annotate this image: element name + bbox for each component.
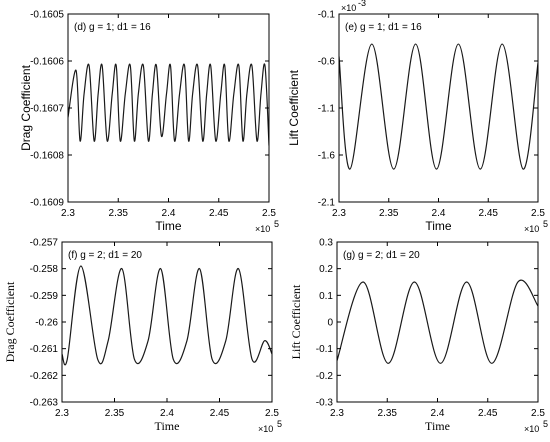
series-line xyxy=(339,43,538,170)
y-axis-label: Drag Coefficient xyxy=(19,64,33,150)
x-exponent-power: 5 xyxy=(277,419,282,429)
y-axis-label: Drag Coefficient xyxy=(3,281,17,362)
panel-e: 2.3 2.35 2.4 2.45 2.5 -0.1 -0.6 -1.1 -1.6 -2.1 Tim… xyxy=(287,0,548,234)
y-tick-label: 0.2 xyxy=(319,264,333,275)
x-tick-label: 2.4 xyxy=(160,408,174,419)
x-exponent-base: ×10 xyxy=(524,224,539,234)
x-tick-label: 2.4 xyxy=(162,208,176,219)
y-tick-label: -0.259 xyxy=(30,291,59,302)
panel-annotation: (e) g = 1; d1 = 16 xyxy=(345,22,422,33)
x-tick-label: 2.3 xyxy=(332,208,346,219)
y-tick-label: -2.1 xyxy=(318,198,336,209)
axes-box xyxy=(67,13,270,203)
axes-box xyxy=(336,241,539,403)
x-tick-label: 2.35 xyxy=(379,208,399,219)
y-tick-label: -0.1606 xyxy=(30,57,64,68)
x-tick-label: 2.5 xyxy=(531,208,545,219)
x-tick-label: 2.45 xyxy=(478,408,498,419)
y-tick-label: -0.258 xyxy=(30,264,59,275)
x-tick-label: 2.5 xyxy=(531,408,545,419)
y-tick-label: 0.1 xyxy=(319,291,333,302)
x-tick-label: 2.45 xyxy=(479,208,499,219)
x-tick-label: 2.3 xyxy=(61,208,75,219)
axes-box xyxy=(61,241,273,403)
x-tick-label: 2.35 xyxy=(378,408,398,419)
panel-d: 2.3 2.35 2.4 2.45 2.5 -0.1605 -0.1606 -0.1607 -0… xyxy=(19,10,279,235)
panel-f: 2.3 2.35 2.4 2.45 2.5 -0.257 -0.258 -0.259 -0.26… xyxy=(3,238,282,435)
x-exponent-base: ×10 xyxy=(255,224,270,234)
y-tick-label: -0.26 xyxy=(35,318,58,329)
y-tick-label: 0 xyxy=(327,318,333,329)
y-tick-label: -0.1609 xyxy=(30,198,64,209)
y-tick-label: 0.3 xyxy=(319,238,333,249)
x-tick-label: 2.4 xyxy=(431,408,445,419)
x-exponent-power: 5 xyxy=(274,219,279,229)
x-axis-label: Time xyxy=(155,219,182,233)
x-tick-label: 2.45 xyxy=(210,408,230,419)
x-exponent-power: 5 xyxy=(543,219,548,229)
y-tick-label: -0.1608 xyxy=(30,151,64,162)
y-tick-label: -0.1 xyxy=(318,10,336,21)
panel-annotation: (f) g = 2; d1 = 20 xyxy=(68,250,142,261)
panel-g: 2.3 2.35 2.4 2.45 2.5 0.3 0.2 0.1 0 -0.1 -0.2 -0.3 T… xyxy=(289,238,548,435)
x-axis-label: Time xyxy=(425,219,452,233)
y-exponent-base: ×10 xyxy=(341,3,356,13)
x-exponent-power: 5 xyxy=(543,419,548,429)
y-tick-label: -0.1 xyxy=(316,344,334,355)
x-tick-label: 2.3 xyxy=(330,408,344,419)
x-exponent-base: ×10 xyxy=(524,424,539,434)
x-tick-label: 2.45 xyxy=(209,208,229,219)
y-axis-label: Lift Coefficient xyxy=(287,69,301,145)
y-tick-label: -0.1607 xyxy=(30,104,64,115)
x-tick-label: 2.5 xyxy=(265,408,279,419)
y-tick-label: -0.6 xyxy=(318,57,336,68)
y-tick-label: -0.263 xyxy=(30,398,59,409)
y-tick-label: -0.2 xyxy=(316,371,334,382)
x-tick-label: 2.35 xyxy=(105,408,125,419)
x-tick-label: 2.5 xyxy=(262,208,276,219)
y-tick-label: -1.1 xyxy=(318,104,336,115)
y-tick-label: -0.261 xyxy=(30,344,59,355)
x-axis-label: Time xyxy=(425,419,450,433)
y-tick-label: -0.1605 xyxy=(30,10,64,21)
series-line xyxy=(68,63,269,146)
y-exponent-power: -3 xyxy=(358,0,366,8)
x-tick-label: 2.3 xyxy=(55,408,69,419)
panel-annotation: (d) g = 1; d1 = 16 xyxy=(74,22,151,33)
panel-annotation: (g) g = 2; d1 = 20 xyxy=(343,250,420,261)
y-tick-label: -1.6 xyxy=(318,151,336,162)
axes-box xyxy=(338,13,539,203)
y-tick-label: -0.257 xyxy=(30,238,59,249)
x-axis-label: Time xyxy=(155,419,180,433)
series-line xyxy=(337,279,538,364)
x-tick-label: 2.35 xyxy=(109,208,129,219)
x-tick-label: 2.4 xyxy=(432,208,446,219)
series-line xyxy=(62,265,272,366)
x-exponent-base: ×10 xyxy=(258,424,273,434)
y-axis-label: Lift Coefficient xyxy=(289,284,303,359)
y-tick-label: -0.262 xyxy=(30,371,59,382)
y-tick-label: -0.3 xyxy=(316,398,334,409)
